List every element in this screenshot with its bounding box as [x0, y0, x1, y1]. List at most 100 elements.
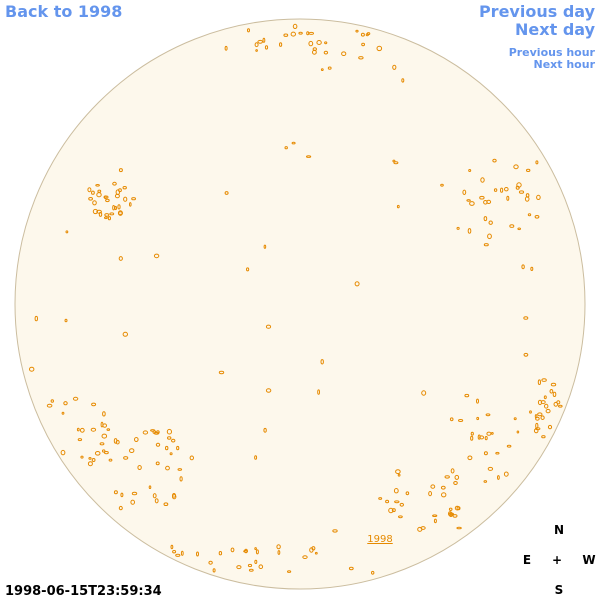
spot	[537, 412, 543, 417]
spot	[131, 491, 138, 496]
spot	[87, 187, 92, 193]
spot	[101, 433, 108, 439]
spot	[470, 431, 474, 436]
spot	[483, 216, 488, 222]
spot	[263, 244, 267, 249]
spot	[117, 210, 123, 216]
spot	[118, 505, 123, 511]
spot	[142, 430, 149, 435]
spot	[506, 444, 512, 448]
timestamp: 1998-06-15T23:59:34	[5, 584, 162, 599]
spot	[484, 436, 488, 441]
spot	[453, 481, 458, 485]
spot	[317, 389, 321, 395]
spot	[91, 190, 95, 195]
spot	[255, 549, 259, 555]
spot	[155, 461, 160, 466]
spot	[247, 28, 250, 33]
spot	[87, 461, 93, 467]
spot	[218, 551, 223, 556]
spot	[283, 33, 289, 37]
spot	[254, 42, 259, 48]
spot	[218, 370, 225, 375]
spot	[537, 379, 542, 386]
spot	[276, 544, 281, 550]
compass-south: S	[555, 583, 564, 597]
spot	[533, 428, 539, 434]
spot	[102, 449, 106, 453]
spot	[456, 506, 461, 511]
spot	[545, 408, 551, 414]
spot	[529, 410, 532, 414]
spot	[506, 195, 510, 201]
spot	[79, 427, 85, 433]
spot	[483, 243, 489, 247]
spot	[358, 56, 364, 60]
spot	[480, 177, 485, 183]
disk-year-link[interactable]: 1998	[367, 534, 392, 545]
spot	[376, 45, 383, 52]
spot	[290, 31, 296, 37]
spot	[254, 559, 258, 565]
spot	[366, 32, 371, 36]
spot	[544, 403, 549, 409]
spot	[254, 547, 257, 551]
spot	[444, 475, 450, 479]
spot	[302, 555, 308, 559]
spot	[91, 402, 97, 407]
spot	[483, 451, 488, 456]
spot	[106, 428, 111, 431]
next-day-link[interactable]: Next day	[515, 20, 596, 39]
spot	[134, 437, 139, 442]
spot	[177, 468, 183, 471]
spot	[469, 201, 475, 206]
spot	[320, 359, 324, 365]
spot	[34, 315, 38, 322]
spot	[320, 68, 324, 71]
spot	[341, 51, 347, 57]
spot	[516, 182, 522, 188]
spot	[61, 411, 65, 415]
spot	[169, 452, 173, 456]
spot	[361, 42, 366, 47]
spot	[97, 189, 102, 193]
previous-day-link[interactable]: Previous day	[479, 2, 596, 21]
spot	[541, 378, 547, 382]
spot	[385, 499, 390, 504]
spot	[398, 515, 403, 519]
spot	[224, 191, 229, 195]
spot	[64, 318, 68, 323]
spot	[550, 382, 557, 387]
previous-hour-link[interactable]: Previous hour	[509, 46, 596, 59]
spot	[255, 49, 258, 52]
back-link[interactable]: Back to 1998	[5, 2, 122, 21]
spot	[63, 401, 68, 406]
spot	[172, 494, 177, 500]
spot	[165, 445, 169, 451]
spot	[430, 484, 436, 489]
spot	[311, 546, 316, 551]
spot	[468, 169, 472, 172]
spot	[92, 208, 99, 215]
spot	[129, 202, 132, 207]
spot	[189, 455, 195, 461]
spot	[109, 212, 115, 216]
spot	[355, 29, 359, 33]
spot	[246, 267, 250, 272]
spot	[492, 158, 497, 163]
next-hour-link[interactable]: Next hour	[534, 58, 596, 71]
spot	[262, 37, 266, 43]
solar-disk	[14, 18, 586, 590]
spot	[454, 505, 460, 511]
spot	[540, 400, 546, 405]
spot	[224, 45, 228, 51]
spots	[29, 23, 563, 575]
spot	[332, 529, 338, 533]
spot	[279, 42, 283, 47]
spot	[327, 66, 332, 70]
spot	[392, 64, 397, 70]
spot	[107, 216, 112, 221]
spot	[102, 411, 106, 417]
spot	[500, 187, 504, 193]
spot	[547, 424, 553, 430]
